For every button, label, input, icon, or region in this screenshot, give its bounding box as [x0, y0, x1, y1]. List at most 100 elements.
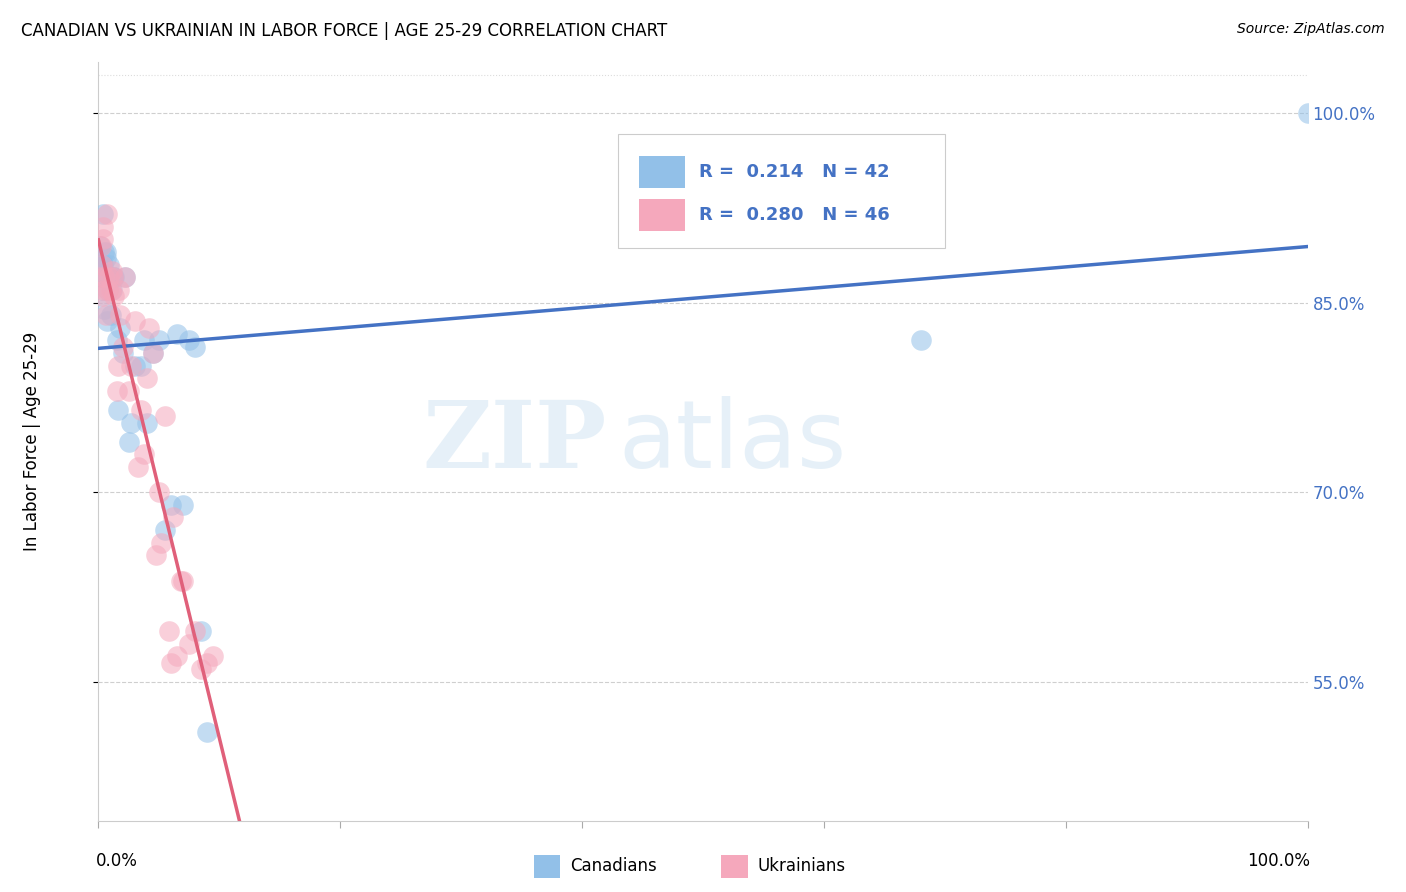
- Point: [160, 498, 183, 512]
- Point: [202, 649, 225, 664]
- Point: [89, 270, 111, 285]
- Point: [162, 510, 184, 524]
- Point: [148, 485, 170, 500]
- Point: [157, 624, 180, 639]
- Point: [105, 384, 128, 398]
- Point: [89, 238, 111, 252]
- Point: [97, 283, 120, 297]
- Point: [172, 498, 194, 512]
- Point: [91, 258, 114, 272]
- Point: [96, 207, 118, 221]
- Point: [120, 359, 142, 373]
- Point: [97, 270, 120, 285]
- Point: [108, 308, 131, 322]
- Point: [138, 321, 160, 335]
- Point: [101, 270, 124, 285]
- Point: [134, 334, 156, 348]
- Point: [108, 321, 131, 335]
- Point: [91, 258, 114, 272]
- Point: [91, 219, 114, 234]
- Point: [94, 308, 117, 322]
- Point: [114, 270, 136, 285]
- Text: CANADIAN VS UKRAINIAN IN LABOR FORCE | AGE 25-29 CORRELATION CHART: CANADIAN VS UKRAINIAN IN LABOR FORCE | A…: [21, 22, 668, 40]
- Point: [190, 624, 212, 639]
- Point: [94, 244, 117, 259]
- Point: [135, 416, 157, 430]
- Point: [150, 535, 173, 549]
- Point: [103, 270, 125, 285]
- Point: [135, 371, 157, 385]
- Point: [91, 258, 114, 272]
- Point: [153, 409, 176, 424]
- Point: [91, 283, 114, 297]
- Bar: [534, 855, 561, 878]
- Point: [91, 289, 114, 303]
- Point: [190, 662, 212, 676]
- Text: R =  0.280   N = 46: R = 0.280 N = 46: [699, 206, 890, 224]
- Point: [107, 359, 129, 373]
- Text: 100.0%: 100.0%: [1247, 852, 1310, 871]
- Point: [90, 264, 112, 278]
- Point: [93, 270, 115, 285]
- Point: [103, 289, 125, 303]
- Point: [169, 574, 191, 588]
- Point: [101, 270, 124, 285]
- Point: [114, 270, 136, 285]
- Point: [93, 283, 115, 297]
- Text: Source: ZipAtlas.com: Source: ZipAtlas.com: [1237, 22, 1385, 37]
- Point: [195, 656, 218, 670]
- Point: [105, 334, 128, 348]
- Point: [127, 459, 149, 474]
- Point: [111, 340, 134, 354]
- Point: [98, 270, 121, 285]
- Point: [134, 447, 156, 461]
- Point: [1296, 106, 1319, 120]
- Point: [100, 283, 122, 297]
- Point: [108, 283, 131, 297]
- Point: [98, 258, 121, 272]
- Point: [96, 314, 118, 328]
- Point: [94, 252, 117, 266]
- Point: [166, 649, 188, 664]
- Text: ZIP: ZIP: [422, 397, 606, 486]
- Point: [90, 238, 112, 252]
- Point: [89, 270, 111, 285]
- Point: [93, 244, 115, 259]
- Point: [172, 574, 194, 588]
- Point: [111, 346, 134, 360]
- Point: [142, 346, 165, 360]
- Point: [93, 301, 115, 316]
- Point: [129, 359, 152, 373]
- Text: Ukrainians: Ukrainians: [758, 857, 845, 875]
- Point: [148, 334, 170, 348]
- Text: Canadians: Canadians: [569, 857, 657, 875]
- Point: [129, 403, 152, 417]
- Point: [179, 334, 201, 348]
- Point: [124, 359, 146, 373]
- Text: R =  0.214   N = 42: R = 0.214 N = 42: [699, 162, 890, 180]
- Point: [160, 656, 183, 670]
- Point: [142, 346, 165, 360]
- Point: [100, 264, 122, 278]
- Point: [100, 283, 122, 297]
- Point: [166, 327, 188, 342]
- Point: [91, 207, 114, 221]
- Point: [120, 416, 142, 430]
- Point: [97, 283, 120, 297]
- Point: [118, 434, 141, 449]
- Text: atlas: atlas: [619, 395, 846, 488]
- Text: In Labor Force | Age 25-29: In Labor Force | Age 25-29: [22, 332, 41, 551]
- Point: [195, 725, 218, 739]
- Point: [153, 523, 176, 537]
- Point: [184, 624, 207, 639]
- Point: [910, 334, 932, 348]
- Point: [91, 232, 114, 246]
- Point: [118, 384, 141, 398]
- Point: [124, 314, 146, 328]
- Bar: [721, 855, 748, 878]
- Point: [179, 637, 201, 651]
- Point: [107, 403, 129, 417]
- Text: 0.0%: 0.0%: [96, 852, 138, 871]
- Point: [145, 548, 167, 562]
- Bar: [638, 199, 685, 231]
